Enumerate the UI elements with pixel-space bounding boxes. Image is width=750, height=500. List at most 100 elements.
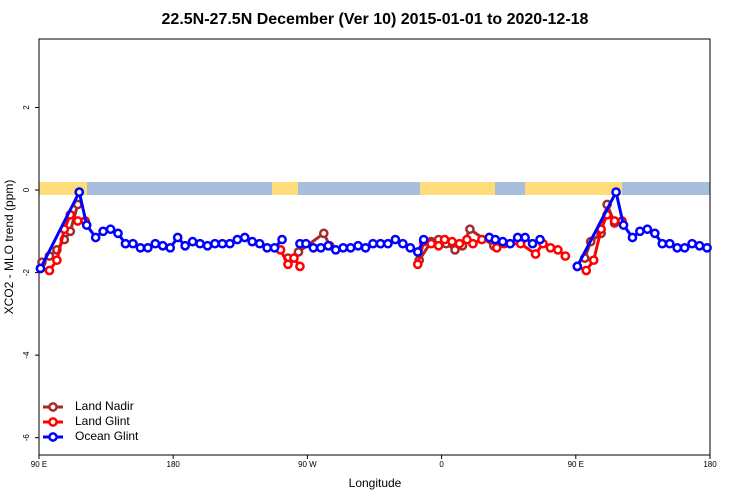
y-tick-label: -2 bbox=[22, 268, 31, 276]
legend-marker bbox=[48, 402, 58, 412]
point bbox=[375, 238, 386, 249]
x-tick-label: 0 bbox=[439, 460, 444, 469]
point bbox=[338, 242, 349, 253]
point bbox=[405, 242, 416, 253]
point bbox=[318, 228, 329, 239]
point bbox=[505, 238, 516, 249]
point bbox=[90, 232, 101, 243]
point bbox=[113, 228, 123, 239]
point bbox=[165, 242, 176, 253]
point bbox=[627, 232, 638, 243]
chart-title: 22.5N-27.5N December (Ver 10) 2015-01-01… bbox=[162, 11, 589, 28]
point bbox=[232, 234, 243, 245]
point bbox=[572, 261, 583, 272]
point bbox=[635, 226, 645, 237]
point bbox=[664, 238, 675, 249]
point bbox=[195, 238, 205, 249]
point bbox=[143, 242, 153, 253]
point bbox=[649, 228, 660, 239]
point bbox=[180, 240, 190, 251]
point bbox=[390, 234, 401, 245]
point bbox=[315, 242, 326, 253]
point bbox=[187, 236, 198, 247]
point bbox=[426, 238, 437, 249]
point bbox=[247, 236, 258, 247]
point bbox=[217, 238, 228, 249]
legend-label: Land Nadir bbox=[75, 399, 134, 413]
point bbox=[491, 242, 502, 253]
point bbox=[560, 251, 571, 261]
point bbox=[530, 249, 541, 259]
point bbox=[553, 245, 563, 255]
point bbox=[98, 226, 108, 237]
point bbox=[330, 245, 341, 255]
point bbox=[345, 242, 356, 253]
point bbox=[439, 234, 450, 245]
point bbox=[383, 238, 393, 249]
point bbox=[277, 234, 287, 245]
point bbox=[447, 236, 457, 247]
legend-label: Ocean Glint bbox=[75, 429, 139, 443]
point bbox=[687, 238, 697, 249]
x-axis-label: Longitude bbox=[349, 476, 402, 490]
x-tick-label: 90 E bbox=[568, 460, 584, 469]
land-strip bbox=[420, 182, 495, 195]
point bbox=[412, 259, 423, 270]
point bbox=[433, 240, 444, 251]
point bbox=[289, 253, 299, 263]
point bbox=[588, 255, 599, 266]
x-tick-label: 90 W bbox=[298, 460, 317, 469]
y-tick-label: 0 bbox=[22, 187, 31, 192]
point bbox=[512, 232, 523, 243]
point bbox=[81, 220, 92, 230]
point bbox=[679, 242, 690, 253]
point bbox=[74, 187, 85, 197]
point bbox=[254, 238, 265, 249]
point bbox=[225, 238, 235, 249]
point bbox=[368, 238, 378, 249]
point bbox=[239, 232, 250, 243]
point bbox=[105, 224, 116, 235]
point bbox=[412, 247, 423, 257]
point bbox=[477, 234, 487, 245]
point bbox=[210, 238, 220, 249]
point bbox=[535, 234, 545, 245]
point bbox=[450, 245, 460, 255]
point bbox=[120, 238, 131, 249]
point bbox=[157, 240, 168, 251]
point bbox=[72, 216, 83, 226]
point bbox=[418, 234, 429, 245]
x-tick-label: 180 bbox=[167, 460, 181, 469]
legend-marker bbox=[48, 417, 58, 427]
point bbox=[283, 259, 293, 270]
point bbox=[150, 238, 161, 249]
point bbox=[609, 216, 620, 226]
point bbox=[308, 242, 319, 253]
y-tick-label: 2 bbox=[22, 105, 31, 110]
point bbox=[545, 242, 556, 253]
point bbox=[618, 220, 629, 230]
point bbox=[454, 238, 465, 249]
point bbox=[702, 242, 712, 253]
point bbox=[581, 265, 592, 276]
x-tick-label: 90 E bbox=[31, 460, 47, 469]
point bbox=[323, 240, 334, 251]
point bbox=[269, 242, 280, 253]
legend-label: Land Glint bbox=[75, 414, 130, 428]
point bbox=[642, 224, 653, 235]
point bbox=[490, 234, 501, 245]
point bbox=[520, 232, 530, 243]
point bbox=[44, 265, 55, 276]
y-tick-label: -6 bbox=[22, 434, 31, 442]
point bbox=[202, 240, 213, 251]
point bbox=[468, 238, 478, 249]
legend-marker bbox=[48, 432, 58, 442]
point bbox=[172, 232, 183, 243]
point bbox=[35, 263, 46, 274]
point bbox=[657, 238, 668, 249]
map-strip bbox=[39, 182, 710, 195]
land-strip bbox=[272, 182, 298, 195]
point bbox=[694, 240, 705, 251]
point bbox=[527, 238, 538, 249]
